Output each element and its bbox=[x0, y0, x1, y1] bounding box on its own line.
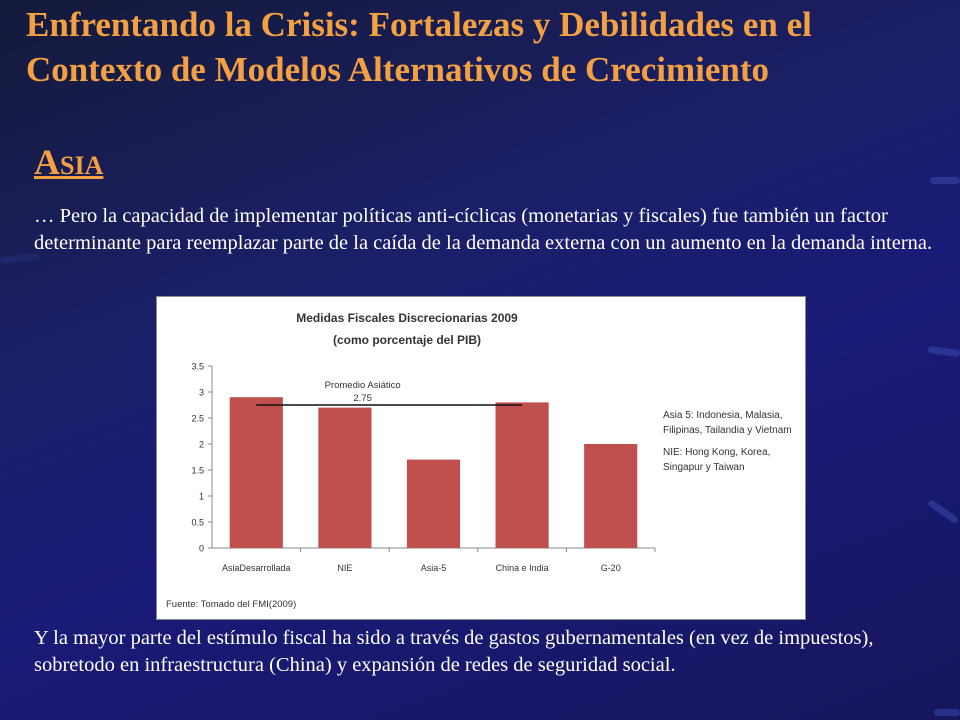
y-tick-label: 0.5 bbox=[191, 518, 204, 528]
x-tick-label: Asia-5 bbox=[421, 563, 447, 573]
chart-notes: Asia 5: Indonesia, Malasia, Filipinas, T… bbox=[663, 409, 803, 483]
x-tick-label: China e India bbox=[496, 563, 549, 573]
chart-note-nie: NIE: Hong Kong, Korea, Singapur y Taiwan bbox=[663, 447, 771, 473]
bar bbox=[495, 402, 549, 548]
x-tick-label: G-20 bbox=[601, 563, 621, 573]
background-streak bbox=[934, 709, 960, 716]
y-tick-label: 1.5 bbox=[191, 466, 204, 476]
intro-paragraph: … Pero la capacidad de implementar polít… bbox=[34, 205, 933, 254]
chart-note-asia5: Asia 5: Indonesia, Malasia, Filipinas, T… bbox=[663, 410, 792, 436]
section-heading-rest: SIA bbox=[60, 151, 104, 180]
background-streak bbox=[927, 498, 959, 525]
bar bbox=[584, 444, 638, 548]
y-tick-label: 2.5 bbox=[191, 414, 204, 424]
x-tick-label: AsiaDesarrollada bbox=[222, 563, 291, 573]
chart-title: Medidas Fiscales Discrecionarias 2009 bbox=[296, 311, 518, 325]
bar bbox=[406, 459, 461, 548]
y-tick-label: 3.5 bbox=[191, 362, 204, 372]
y-tick-label: 0 bbox=[199, 544, 204, 554]
reference-line-label: Promedio Asiático bbox=[325, 380, 401, 391]
y-tick-label: 2 bbox=[199, 440, 204, 450]
bar-chart: 0 0.5 1 1.5 2 2.5 3 3.5 AsiaDesarrollada NIE Asia-… bbox=[191, 362, 656, 573]
y-tick-label: 3 bbox=[199, 388, 204, 398]
background-streak bbox=[930, 177, 960, 184]
x-tick-label: NIE bbox=[337, 563, 352, 573]
slide-title: Enfrentando la Crisis: Fortalezas y Debi… bbox=[26, 5, 812, 89]
chart-source: Fuente: Tomado del FMI(2009) bbox=[166, 599, 297, 610]
outro-paragraph: Y la mayor parte del estímulo fiscal ha … bbox=[34, 627, 874, 676]
chart-subtitle: (como porcentaje del PIB) bbox=[332, 333, 482, 347]
y-tick-label: 1 bbox=[199, 492, 204, 502]
bar bbox=[229, 397, 283, 548]
background-streak bbox=[927, 345, 960, 358]
reference-line-value: 2.75 bbox=[353, 393, 372, 404]
section-heading-initial: A bbox=[34, 142, 60, 182]
chart-container: Medidas Fiscales Discrecionarias 2009 (c… bbox=[156, 296, 806, 620]
bar bbox=[318, 407, 372, 548]
section-heading: ASIA bbox=[34, 140, 103, 188]
